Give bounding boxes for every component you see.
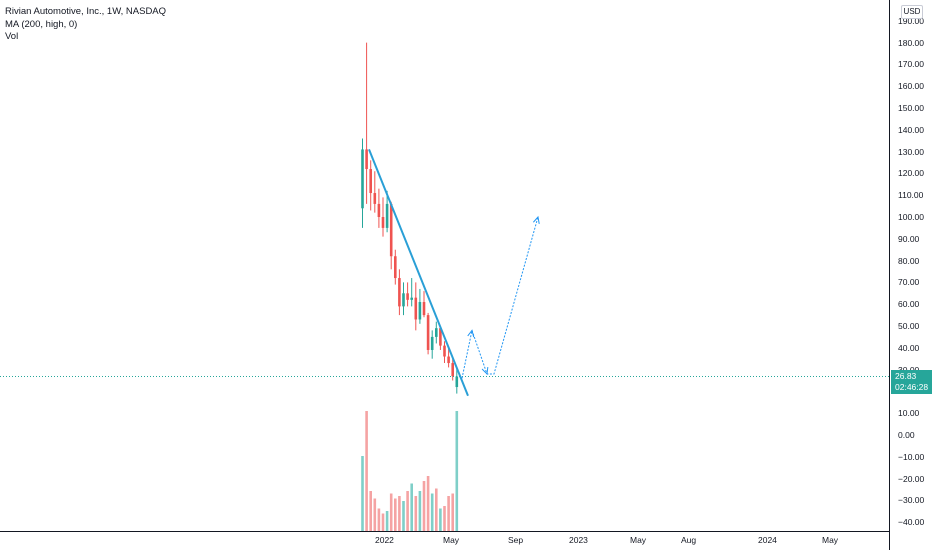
legend-title[interactable]: Rivian Automotive, Inc., 1W, NASDAQ	[5, 6, 167, 17]
price-tick-label: 60.00	[898, 299, 920, 310]
volume-bar	[381, 513, 385, 531]
volume-bar	[435, 488, 438, 531]
candle-body	[435, 328, 438, 337]
trend-line	[368, 149, 469, 397]
price-tick-label: −10.00	[898, 451, 925, 462]
volume-bar	[365, 411, 368, 531]
legend-indicator-ma[interactable]: MA (200, high, 0)	[5, 18, 78, 30]
volume-bar	[443, 506, 446, 531]
candle-body	[365, 149, 368, 170]
candle-body	[361, 149, 364, 209]
last-price-value: 26.83	[895, 371, 917, 381]
volume-bar	[455, 411, 459, 531]
candle-body	[373, 193, 377, 204]
candle-body	[394, 256, 397, 279]
candle-body	[414, 297, 418, 320]
time-axis[interactable]: 2022 May Sep 2023 May Aug 2024 May	[0, 531, 889, 551]
price-tick-label: 150.00	[898, 103, 924, 113]
candle-body	[455, 376, 459, 388]
candle-body	[381, 217, 385, 228]
volume-bar	[410, 483, 413, 531]
candle-body	[422, 302, 426, 316]
price-tick-label: 140.00	[898, 124, 924, 135]
price-tick-label: 190.00	[898, 15, 924, 26]
time-tick-label: Sep	[508, 535, 524, 545]
volume-bar	[426, 476, 430, 531]
volume-bar	[439, 508, 442, 531]
price-tick-label: 10.00	[898, 408, 920, 419]
arrowhead-3	[532, 215, 540, 224]
price-tick-label: 160.00	[898, 81, 924, 92]
price-tick-label: 120.00	[898, 168, 924, 179]
price-tick-label: 110.00	[898, 190, 924, 201]
price-tick-label: 80.00	[898, 255, 920, 266]
time-tick-label: 2024	[758, 535, 777, 545]
projection-path	[461, 216, 539, 379]
time-tick-label: May	[630, 535, 647, 545]
price-tick-label: 130.00	[898, 146, 924, 157]
candle-body	[398, 278, 401, 307]
time-tick-label: May	[443, 535, 460, 545]
volume-bar	[361, 456, 364, 531]
candle-body	[410, 297, 413, 300]
price-tick-label: 100.00	[898, 212, 924, 222]
price-axis[interactable]: 190.00 180.00 170.00 160.00 150.00 140.00 130.…	[889, 0, 932, 550]
price-tick-label: −30.00	[898, 495, 925, 506]
candle-body	[426, 315, 430, 350]
volume-bar	[369, 491, 372, 531]
volume-bar	[377, 508, 381, 531]
volume-bar	[414, 496, 418, 531]
volume-bar	[398, 496, 401, 531]
candle-body	[377, 203, 381, 217]
chart-legend: Rivian Automotive, Inc., 1W, NASDAQ MA (…	[5, 6, 166, 44]
currency-button[interactable]: USD	[901, 5, 923, 19]
price-tick-label: 0.00	[898, 430, 915, 440]
candle-body	[439, 328, 442, 346]
arrowhead-1	[467, 329, 475, 338]
volume-bar	[385, 511, 389, 531]
last-price-tag: 26.83 02:46:28	[891, 370, 932, 394]
chart-area[interactable]: Rivian Automotive, Inc., 1W, NASDAQ MA (…	[0, 0, 889, 531]
time-tick-label: Aug	[681, 535, 697, 545]
volume-bar	[422, 481, 426, 531]
volume-bar	[418, 491, 422, 531]
volume-bar	[402, 501, 405, 531]
volume-bar	[430, 493, 434, 531]
time-tick-label: May	[822, 535, 839, 545]
price-tick-label: 30.00	[898, 365, 919, 375]
price-tick-label: 70.00	[898, 277, 920, 288]
price-tick-label: 180.00	[898, 37, 924, 48]
volume-bar	[389, 493, 393, 531]
time-tick-label: 2023	[569, 535, 588, 545]
volume-bar	[451, 493, 454, 531]
candle-body	[447, 356, 450, 364]
legend-volume[interactable]: Vol	[5, 31, 19, 42]
candle-body	[402, 293, 405, 307]
candle-body	[451, 363, 454, 377]
price-tick-label: −20.00	[898, 473, 925, 484]
candle-body	[406, 293, 409, 300]
price-tick-label: 90.00	[898, 233, 920, 244]
time-tick-label: 2022	[375, 535, 394, 545]
candle-body	[443, 345, 446, 357]
volume-bar	[373, 498, 377, 531]
volume-bar	[447, 496, 450, 531]
price-tick-label: −40.00	[898, 517, 925, 528]
candle-body	[369, 169, 372, 194]
price-tick-label: 170.00	[898, 59, 924, 70]
bar-countdown: 02:46:28	[895, 382, 929, 392]
candle-body	[389, 203, 393, 257]
candle-body	[430, 336, 434, 350]
candle-body	[385, 203, 389, 228]
volume-bar	[406, 491, 409, 531]
price-tick-label: 40.00	[898, 342, 920, 353]
volume-bar	[394, 498, 397, 531]
chart-canvas[interactable]	[0, 0, 889, 531]
arrowhead-2	[481, 366, 489, 376]
candle-body	[418, 302, 422, 320]
price-tick-label: 50.00	[898, 321, 920, 331]
